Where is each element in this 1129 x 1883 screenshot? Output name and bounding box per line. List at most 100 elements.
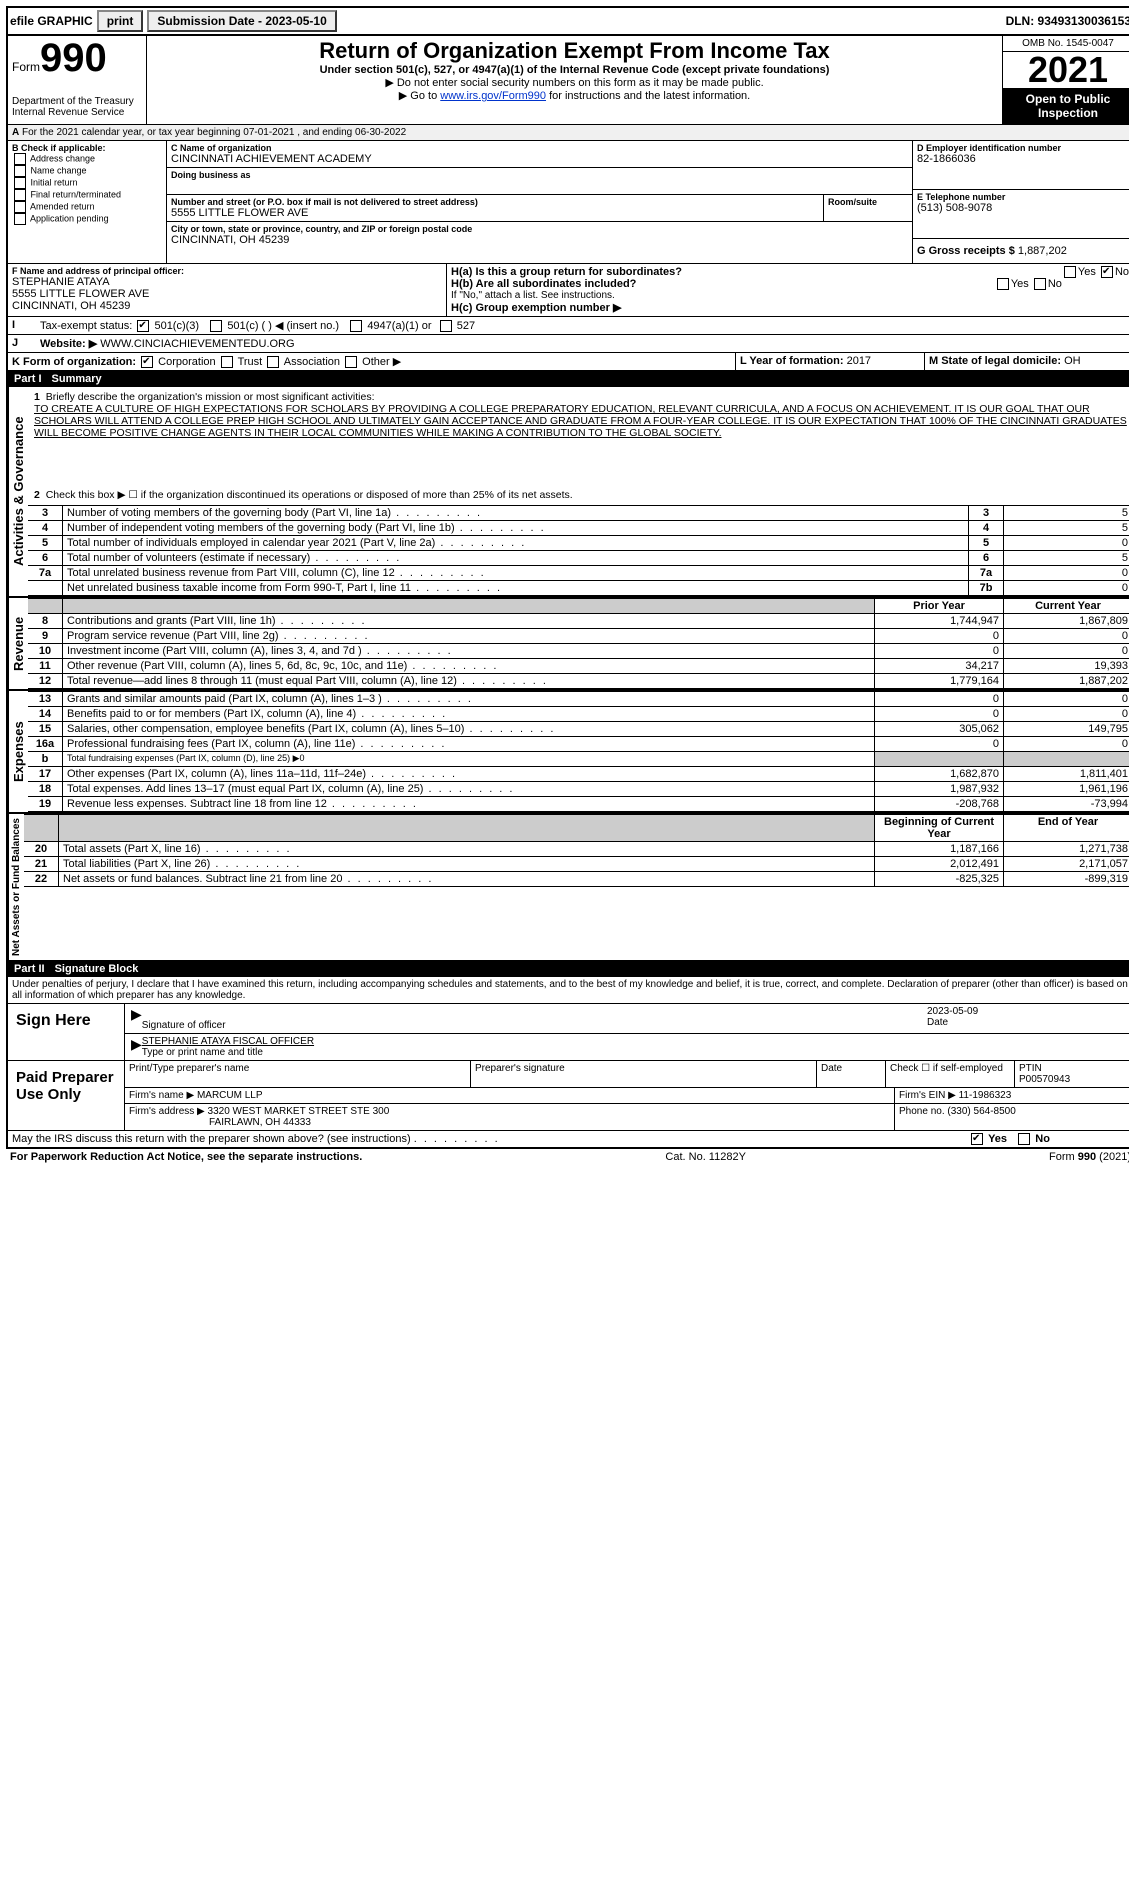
box-b-title: B Check if applicable: bbox=[12, 143, 106, 153]
h-b: H(b) Are all subordinates included? bbox=[451, 278, 636, 290]
box-g-label: G Gross receipts $ bbox=[917, 245, 1015, 257]
l1-label: Briefly describe the organization's miss… bbox=[46, 391, 375, 403]
discuss-yes[interactable]: Yes bbox=[988, 1133, 1007, 1145]
org-address: 5555 LITTLE FLOWER AVE bbox=[171, 207, 819, 219]
room-label: Room/suite bbox=[828, 197, 908, 207]
addr-label: Number and street (or P.O. box if mail i… bbox=[171, 197, 819, 207]
part-2-header: Part II Signature Block bbox=[8, 961, 1129, 977]
chk-application[interactable]: Application pending bbox=[30, 213, 109, 223]
prep-phone: (330) 564-8500 bbox=[947, 1106, 1015, 1117]
form-word: Form bbox=[12, 60, 40, 74]
gross-receipts: 1,887,202 bbox=[1018, 245, 1067, 257]
org-name: CINCINNATI ACHIEVEMENT ACADEMY bbox=[171, 153, 908, 165]
exp-table: 13 Grants and similar amounts paid (Part… bbox=[28, 691, 1129, 812]
phone: (513) 508-9078 bbox=[917, 202, 1129, 214]
vert-gov: Activities & Governance bbox=[8, 387, 28, 596]
prep-sig-label: Preparer's signature bbox=[471, 1061, 817, 1087]
gov-table: 3 Number of voting members of the govern… bbox=[28, 505, 1129, 596]
chk-address[interactable]: Address change bbox=[30, 153, 95, 163]
l2-text: Check this box ▶ ☐ if the organization d… bbox=[46, 489, 573, 501]
form-footer: Form 990 (2021) bbox=[1049, 1151, 1129, 1163]
opt-501c3[interactable]: 501(c)(3) bbox=[154, 320, 199, 332]
box-c-label: C Name of organization bbox=[171, 143, 908, 153]
sig-officer-label: Signature of officer bbox=[142, 1020, 226, 1031]
dept-label: Department of the Treasury bbox=[12, 96, 142, 107]
part-1-title: Summary bbox=[52, 373, 102, 385]
declaration: Under penalties of perjury, I declare th… bbox=[8, 977, 1129, 1004]
firm-addr2: FAIRLAWN, OH 44333 bbox=[209, 1117, 311, 1128]
box-b: B Check if applicable: Address change Na… bbox=[8, 141, 167, 263]
discuss-label: May the IRS discuss this return with the… bbox=[12, 1133, 411, 1145]
prep-date-label: Date bbox=[817, 1061, 886, 1087]
vert-net: Net Assets or Fund Balances bbox=[8, 814, 24, 960]
chk-initial[interactable]: Initial return bbox=[31, 177, 78, 187]
vert-exp: Expenses bbox=[8, 691, 28, 812]
firm-addr-label: Firm's address ▶ bbox=[129, 1106, 205, 1117]
opt-527[interactable]: 527 bbox=[457, 320, 475, 332]
firm-addr1: 3320 WEST MARKET STREET STE 300 bbox=[208, 1106, 390, 1117]
subtitle-2: ▶ Do not enter social security numbers o… bbox=[153, 76, 996, 89]
officer-name: STEPHANIE ATAYA bbox=[12, 276, 442, 288]
line-i-label: Tax-exempt status: bbox=[40, 320, 132, 332]
h-a: H(a) Is this a group return for subordin… bbox=[451, 266, 682, 278]
opt-corp[interactable]: Corporation bbox=[158, 356, 215, 368]
pra-notice: For Paperwork Reduction Act Notice, see … bbox=[10, 1151, 362, 1163]
part-1-header: Part I Summary bbox=[8, 371, 1129, 387]
city-label: City or town, state or province, country… bbox=[171, 224, 908, 234]
form-title: Return of Organization Exempt From Incom… bbox=[153, 38, 996, 64]
sig-date: 2023-05-09 bbox=[927, 1006, 1127, 1017]
prep-self[interactable]: Check ☐ if self-employed bbox=[886, 1061, 1015, 1087]
opt-trust[interactable]: Trust bbox=[238, 356, 263, 368]
dba-label: Doing business as bbox=[171, 170, 908, 180]
sig-date-label: Date bbox=[927, 1017, 948, 1028]
officer-addr2: CINCINNATI, OH 45239 bbox=[12, 300, 442, 312]
discuss-no[interactable]: No bbox=[1035, 1133, 1050, 1145]
net-table: Beginning of Current Year End of Year20 … bbox=[24, 814, 1129, 887]
form-header: Form 990 Department of the Treasury Inte… bbox=[8, 36, 1129, 125]
goto-post: for instructions and the latest informat… bbox=[546, 90, 750, 102]
chk-final[interactable]: Final return/terminated bbox=[31, 189, 122, 199]
open-inspection: Open to Public Inspection bbox=[1003, 88, 1129, 124]
ptin: P00570943 bbox=[1019, 1074, 1070, 1085]
firm-name-label: Firm's name ▶ bbox=[129, 1090, 194, 1101]
sign-here-label: Sign Here bbox=[8, 1004, 125, 1060]
opt-4947[interactable]: 4947(a)(1) or bbox=[367, 320, 431, 332]
chk-amended[interactable]: Amended return bbox=[30, 201, 95, 211]
print-button[interactable]: print bbox=[97, 10, 144, 32]
year-formation: 2017 bbox=[847, 355, 871, 367]
firm-ein-label: Firm's EIN ▶ bbox=[899, 1090, 956, 1101]
submission-date-button[interactable]: Submission Date - 2023-05-10 bbox=[147, 10, 336, 32]
website: WWW.CINCIACHIEVEMENTEDU.ORG bbox=[100, 338, 294, 350]
goto-pre: ▶ Go to bbox=[399, 90, 440, 102]
box-e-label: E Telephone number bbox=[917, 192, 1129, 202]
vert-rev: Revenue bbox=[8, 598, 28, 689]
chk-name[interactable]: Name change bbox=[31, 165, 87, 175]
form-number: 990 bbox=[40, 38, 107, 78]
period-a: For the 2021 calendar year, or tax year … bbox=[22, 127, 406, 138]
box-d-label: D Employer identification number bbox=[917, 143, 1129, 153]
firm-ein: 11-1986323 bbox=[959, 1090, 1012, 1101]
org-city: CINCINNATI, OH 45239 bbox=[171, 234, 908, 246]
box-f-label: F Name and address of principal officer: bbox=[12, 266, 442, 276]
ptin-label: PTIN bbox=[1019, 1063, 1042, 1074]
subtitle-1: Under section 501(c), 527, or 4947(a)(1)… bbox=[153, 64, 996, 76]
firm-name: MARCUM LLP bbox=[197, 1090, 263, 1101]
opt-assoc[interactable]: Association bbox=[284, 356, 340, 368]
opt-other[interactable]: Other ▶ bbox=[362, 356, 401, 368]
opt-501c[interactable]: 501(c) ( ) ◀ (insert no.) bbox=[227, 320, 339, 332]
ein: 82-1866036 bbox=[917, 153, 1129, 165]
efile-label: efile GRAPHIC bbox=[10, 14, 93, 28]
irs-link[interactable]: www.irs.gov/Form990 bbox=[440, 90, 546, 102]
line-j-label: Website: ▶ bbox=[40, 338, 97, 350]
irs-label: Internal Revenue Service bbox=[12, 107, 142, 118]
top-toolbar: efile GRAPHIC print Submission Date - 20… bbox=[6, 6, 1129, 36]
cat-no: Cat. No. 11282Y bbox=[665, 1151, 746, 1163]
state-domicile: OH bbox=[1064, 355, 1081, 367]
sig-name: STEPHANIE ATAYA FISCAL OFFICER bbox=[142, 1036, 1127, 1047]
prep-name-label: Print/Type preparer's name bbox=[125, 1061, 471, 1087]
phone-label: Phone no. bbox=[899, 1106, 945, 1117]
paid-preparer-label: Paid Preparer Use Only bbox=[8, 1061, 125, 1130]
mission-text: TO CREATE A CULTURE OF HIGH EXPECTATIONS… bbox=[34, 403, 1127, 439]
line-l-label: L Year of formation: bbox=[740, 355, 844, 367]
line-m-label: M State of legal domicile: bbox=[929, 355, 1061, 367]
